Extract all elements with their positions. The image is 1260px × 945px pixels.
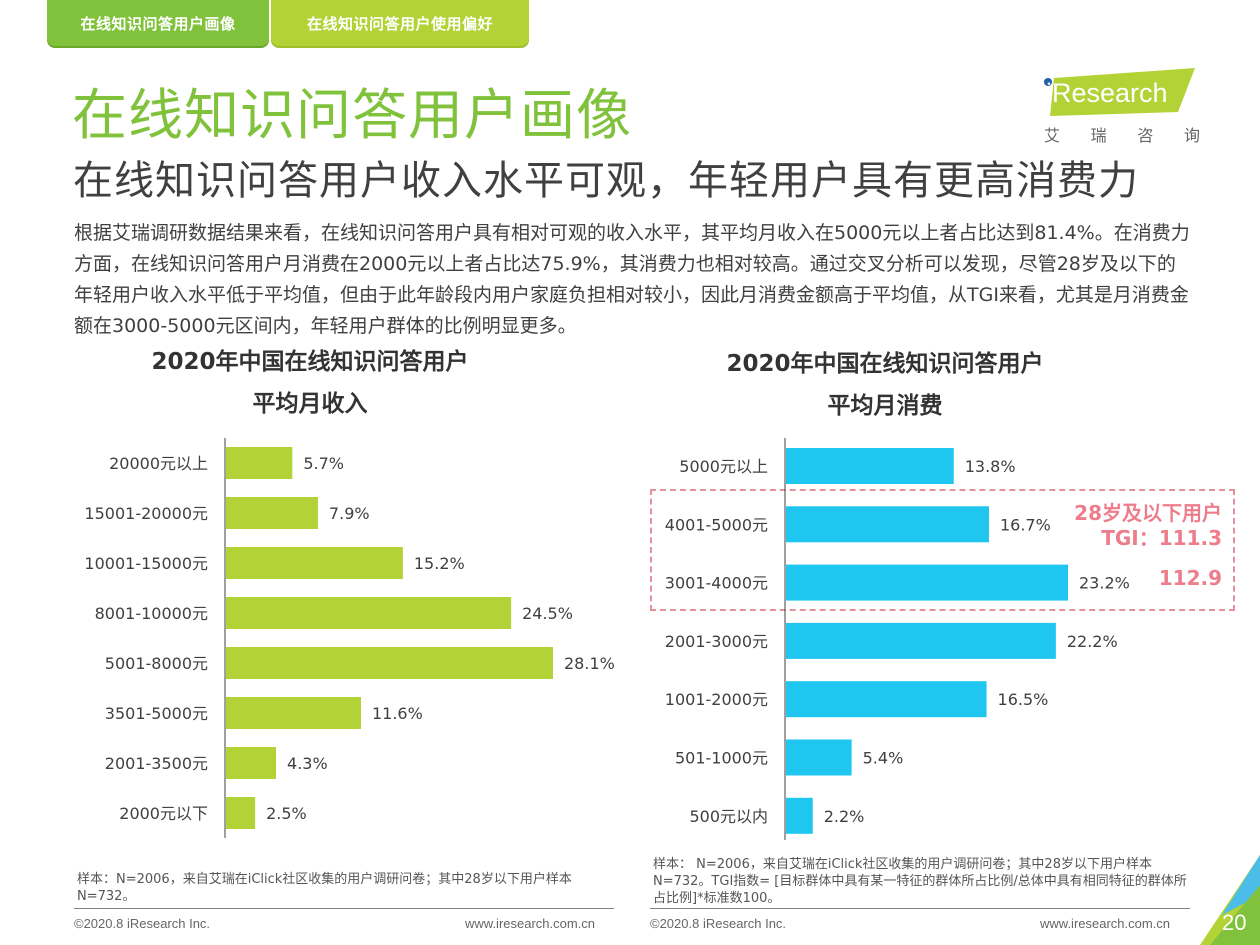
income-category-label: 8001-10000元 — [95, 604, 208, 623]
spend-chart: 5000元以上 13.8% 4001-5000元 16.7% 3001-4000元 23.… — [665, 438, 1130, 840]
tgi-value: 111.3 — [1158, 526, 1222, 550]
logo-char: 艾 — [1044, 126, 1061, 145]
spend-chart-title-line2: 平均月消费 — [827, 393, 943, 419]
footer-divider-left — [74, 908, 614, 909]
income-value-label: 7.9% — [329, 504, 370, 523]
corner-decoration — [1200, 855, 1260, 945]
logo-char: 咨 — [1137, 126, 1154, 145]
income-value-label: 11.6% — [372, 704, 423, 723]
spend-bar — [786, 448, 954, 484]
iresearch-logo — [1044, 68, 1195, 116]
income-bar — [226, 747, 277, 779]
sample-note-left: 样本：N=2006，来自艾瑞在iClick社区收集的用户调研问卷；其中28岁以下… — [77, 872, 572, 904]
tgi-group-label: 28岁及以下用户 — [1074, 501, 1222, 525]
spend-bar — [786, 797, 813, 834]
spend-chart-title: 2020年中国在线知识问答用户 平均月消费 — [665, 343, 1105, 427]
tgi-value-4001-5000: TGI：111.3 — [1101, 522, 1222, 551]
income-category-label: 20000元以上 — [109, 454, 208, 473]
tab-user-profile[interactable]: 在线知识问答用户画像 — [47, 0, 269, 46]
sample-note-right: 样本： N=2006，来自艾瑞在iClick社区收集的用户调研问卷；其中28岁以… — [653, 857, 1187, 906]
page-number: 20 — [1222, 910, 1247, 935]
footer-divider-right — [650, 908, 1190, 909]
income-value-label: 5.7% — [303, 454, 344, 473]
income-category-label: 2001-3500元 — [105, 754, 208, 773]
income-bar — [226, 497, 318, 529]
page-subtitle: 在线知识问答用户收入水平可观，年轻用户具有更高消费力 — [73, 158, 1139, 204]
website-link-right[interactable]: www.iresearch.com.cn — [1040, 916, 1171, 931]
logo-char: 询 — [1183, 126, 1200, 145]
spend-category-label: 3001-4000元 — [665, 574, 768, 593]
spend-category-label: 2001-3000元 — [665, 632, 768, 651]
tgi-prefix: TGI： — [1101, 526, 1159, 550]
logo-chinese-text: 艾 瑞 咨 询 — [1044, 122, 1200, 146]
income-chart-title-line1: 2020年中国在线知识问答用户 — [151, 349, 469, 375]
spend-category-label: 5000元以上 — [679, 457, 768, 476]
spend-value-label: 23.2% — [1079, 574, 1130, 593]
tgi-value-3001-4000: 112.9 — [1158, 566, 1222, 590]
spend-bar — [786, 564, 1068, 601]
copyright-right: ©2020.8 iResearch Inc. — [650, 916, 787, 931]
income-bar — [226, 547, 403, 579]
income-chart-title-line2: 平均月收入 — [252, 391, 368, 417]
logo-brand-text: iResearch — [1046, 78, 1168, 108]
income-value-label: 15.2% — [414, 554, 465, 573]
spend-bar — [786, 739, 852, 776]
page-title: 在线知识问答用户画像 — [72, 83, 633, 147]
income-chart-title: 2020年中国在线知识问答用户 平均月收入 — [90, 341, 530, 425]
copyright-left: ©2020.8 iResearch Inc. — [74, 916, 211, 931]
income-bar — [226, 447, 293, 479]
income-category-label: 10001-15000元 — [84, 554, 208, 573]
tab-usage-preference[interactable]: 在线知识问答用户使用偏好 — [271, 0, 529, 46]
spend-value-label: 16.7% — [1000, 515, 1051, 534]
spend-chart-title-line1: 2020年中国在线知识问答用户 — [726, 351, 1044, 377]
income-bar — [226, 797, 256, 829]
income-value-label: 2.5% — [266, 804, 307, 823]
spend-bar — [786, 622, 1056, 659]
logo-char: 瑞 — [1090, 126, 1107, 145]
spend-category-label: 501-1000元 — [675, 749, 768, 768]
income-category-label: 2000元以下 — [119, 804, 208, 823]
spend-bar — [786, 506, 989, 543]
income-value-label: 24.5% — [522, 604, 573, 623]
tgi-highlight-box — [650, 489, 1235, 611]
spend-value-label: 16.5% — [998, 690, 1049, 709]
income-category-label: 15001-20000元 — [84, 504, 208, 523]
spend-value-label: 2.2% — [824, 807, 865, 826]
description-paragraph: 根据艾瑞调研数据结果来看，在线知识问答用户具有相对可观的收入水平，其平均月收入在… — [74, 222, 1190, 337]
income-category-label: 5001-8000元 — [105, 654, 208, 673]
spend-bar — [786, 681, 987, 718]
income-value-label: 28.1% — [564, 654, 615, 673]
income-bar — [226, 597, 512, 629]
income-chart: 20000元以上 5.7% 15001-20000元 7.9% 10001-15000元… — [84, 438, 615, 838]
spend-category-label: 1001-2000元 — [665, 690, 768, 709]
income-bar — [226, 647, 553, 679]
spend-value-label: 22.2% — [1067, 632, 1118, 651]
income-value-label: 4.3% — [287, 754, 328, 773]
spend-category-label: 4001-5000元 — [665, 515, 768, 534]
income-bar — [226, 697, 361, 729]
website-link-left[interactable]: www.iresearch.com.cn — [465, 916, 596, 931]
spend-value-label: 5.4% — [863, 749, 904, 768]
spend-category-label: 500元以内 — [689, 807, 768, 826]
spend-value-label: 13.8% — [965, 457, 1016, 476]
income-category-label: 3501-5000元 — [105, 704, 208, 723]
